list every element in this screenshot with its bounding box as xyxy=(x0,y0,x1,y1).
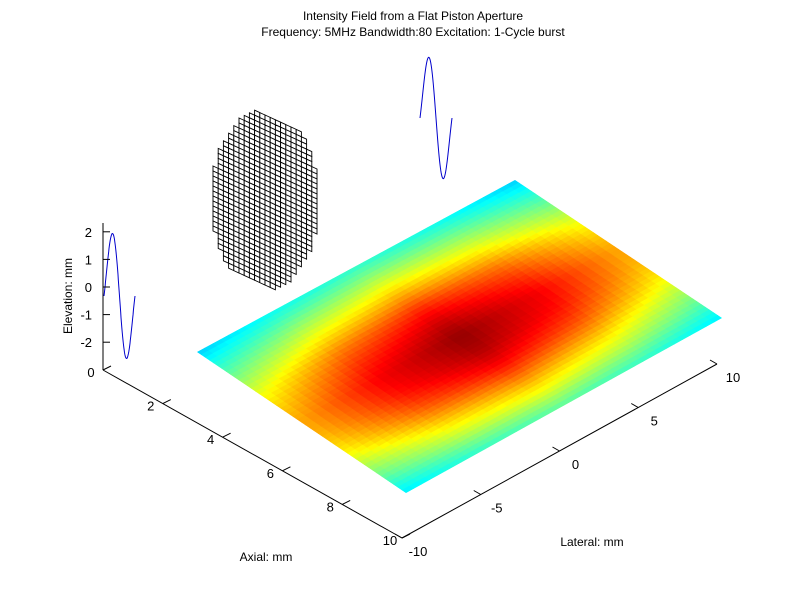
elevation-axis-label: Elevation: mm xyxy=(61,258,75,334)
lateral-tick-label: 0 xyxy=(572,457,579,472)
lateral-tick-label: 5 xyxy=(651,414,658,429)
elevation-tick-label: -2 xyxy=(80,335,92,350)
lateral-tick-mark xyxy=(709,359,718,365)
aperture-cell xyxy=(306,243,313,253)
chart-title: Intensity Field from a Flat Piston Apert… xyxy=(303,9,523,23)
aperture-cell xyxy=(300,251,308,260)
lateral-ticks: -10 -5 0 5 10 xyxy=(394,359,740,559)
intensity-surface xyxy=(197,180,722,493)
axial-tick-label: 10 xyxy=(383,533,397,548)
axial-tick-label: 2 xyxy=(147,399,154,414)
elevation-tick-label: 1 xyxy=(85,252,92,267)
axial-tick-mark xyxy=(102,365,112,371)
excitation-waveform-left xyxy=(103,232,136,360)
lateral-tick-label: -5 xyxy=(491,501,503,516)
elevation-ticks: -2 -1 0 1 2 xyxy=(80,225,110,350)
chart-subtitle: Frequency: 5MHz Bandwidth:80 Excitation:… xyxy=(261,25,565,39)
axial-tick-mark xyxy=(162,399,172,405)
excitation-waveform-top xyxy=(419,56,453,180)
axial-tick-mark xyxy=(282,466,291,472)
elevation-tick-label: 2 xyxy=(85,225,92,240)
lateral-tick-label: 10 xyxy=(726,370,740,385)
lateral-tick-mark xyxy=(394,533,403,539)
aperture-cell xyxy=(295,258,302,268)
axial-tick-mark xyxy=(341,499,351,505)
aperture-mesh xyxy=(212,109,318,291)
aperture-cell xyxy=(311,225,318,235)
lateral-tick-label: -10 xyxy=(409,544,428,559)
axial-axis-line xyxy=(102,369,403,539)
aperture-cell xyxy=(274,279,282,288)
elevation-tick-label: 0 xyxy=(85,280,92,295)
elevation-tick-label: -1 xyxy=(80,308,92,323)
axial-tick-mark xyxy=(222,432,231,438)
lateral-tick-mark xyxy=(631,403,639,408)
aperture-cell xyxy=(269,281,276,291)
axial-tick-label: 0 xyxy=(87,365,94,380)
axial-tick-label: 8 xyxy=(327,499,334,514)
lateral-tick-mark xyxy=(552,446,560,452)
axial-tick-label: 6 xyxy=(267,466,274,481)
lateral-tick-mark xyxy=(473,490,481,495)
lateral-axis-label: Lateral: mm xyxy=(560,535,623,549)
aperture-cell xyxy=(290,266,297,276)
aperture-cell xyxy=(280,276,287,286)
axial-axis-label: Axial: mm xyxy=(240,550,293,564)
surface-patch xyxy=(709,314,722,323)
aperture-cell xyxy=(285,273,292,283)
axial-tick-label: 4 xyxy=(207,432,214,447)
axial-tick-mark xyxy=(401,533,411,539)
axial-ticks: 0 2 4 6 8 10 xyxy=(87,365,411,548)
